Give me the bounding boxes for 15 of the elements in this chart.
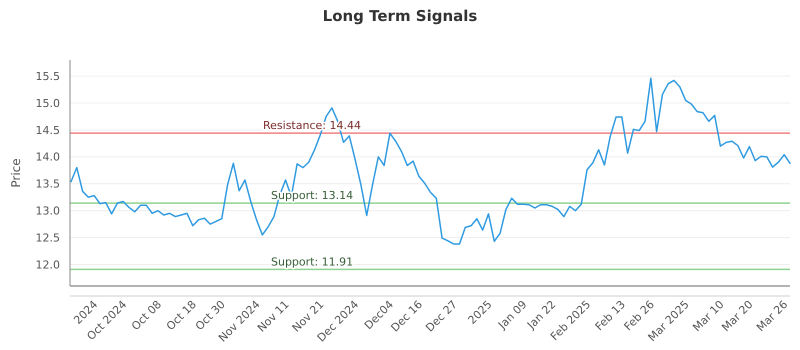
y-tick-label: 13.0 bbox=[36, 204, 60, 218]
y-tick-label: 13.5 bbox=[36, 178, 60, 191]
x-tick-label: Dec 27 bbox=[423, 298, 460, 335]
x-tick-label: Mar 26 bbox=[754, 298, 790, 334]
x-tick-label: Oct 08 bbox=[129, 298, 164, 333]
y-tick-label: 15.0 bbox=[36, 96, 60, 110]
line-series bbox=[70, 78, 791, 245]
y-tick-label: 15.5 bbox=[36, 70, 60, 83]
y-axis-title: Price bbox=[9, 158, 23, 188]
y-tick-label: 14.0 bbox=[36, 150, 60, 164]
ref-line-label: Support: 11.91 bbox=[271, 255, 354, 268]
y-tick-label: 12.5 bbox=[36, 231, 60, 244]
chart-title: Long Term Signals bbox=[322, 7, 478, 25]
y-tick-label: 12.0 bbox=[36, 258, 60, 272]
y-tick-label: 14.5 bbox=[36, 124, 60, 137]
